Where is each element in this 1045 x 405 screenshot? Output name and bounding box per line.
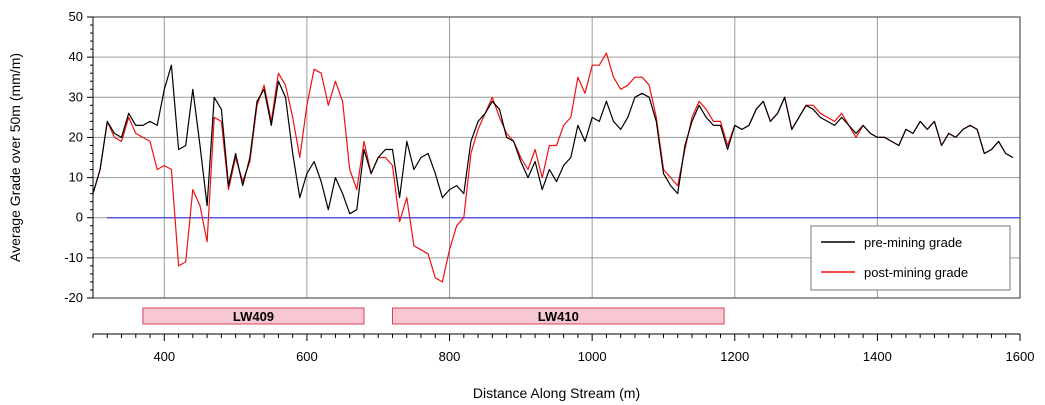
x-tick-label: 800 (439, 349, 461, 364)
panel-label: LW409 (233, 309, 274, 324)
x-axis: 400 600 800 1000 1200 1400 1600 (92, 333, 1035, 364)
series-line-pre-mining (92, 64, 1014, 215)
legend-box (810, 225, 1011, 291)
y-axis: -20 -10 0 10 20 30 40 50 (64, 9, 94, 305)
legend-entry: post-mining grade (864, 265, 968, 280)
legend-entry: pre-mining grade (864, 235, 962, 250)
panel-label: LW410 (538, 309, 579, 324)
y-tick-label: -10 (64, 250, 83, 265)
y-tick-label: -20 (64, 290, 83, 305)
x-axis-label: Distance Along Stream (m) (473, 385, 640, 401)
y-axis-label: Average Grade over 50m (mm/m) (7, 53, 23, 262)
y-tick-label: 40 (69, 49, 83, 64)
y-tick-label: 30 (69, 89, 83, 104)
y-tick-label: 50 (69, 9, 83, 24)
annotation-layer: LW409 LW410 (142, 307, 725, 325)
x-tick-label: 1200 (720, 349, 749, 364)
y-tick-label: 0 (76, 210, 83, 225)
x-tick-label: 1400 (863, 349, 892, 364)
panel-box (391, 307, 725, 325)
x-tick-label: 600 (296, 349, 318, 364)
panel-box (142, 307, 365, 325)
x-tick-label: 400 (153, 349, 175, 364)
y-tick-label: 20 (69, 129, 83, 144)
x-tick-label: 1600 (1006, 349, 1035, 364)
series-layer (92, 52, 1014, 283)
x-tick-label: 1000 (578, 349, 607, 364)
y-tick-label: 10 (69, 170, 83, 185)
legend: pre-mining grade post-mining grade (810, 225, 1011, 291)
